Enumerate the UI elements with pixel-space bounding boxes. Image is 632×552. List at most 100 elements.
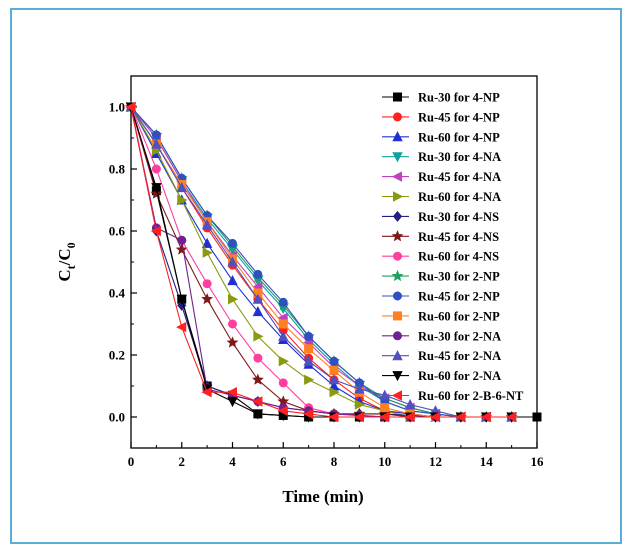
legend-marker	[392, 152, 403, 163]
legend-item: Ru-60 for 2-B-6-NT	[382, 389, 524, 403]
legend-item: Ru-60 for 4-NP	[382, 130, 500, 144]
y-tick-label: 0.4	[109, 286, 126, 301]
legend-label: Ru-60 for 2-NP	[418, 309, 500, 323]
legend-marker	[392, 92, 402, 102]
y-tick-label: 0.0	[109, 410, 125, 425]
data-point	[455, 411, 466, 423]
data-point	[354, 399, 366, 410]
data-point	[480, 411, 491, 423]
data-point	[228, 319, 238, 329]
y-label-c: C	[55, 269, 74, 281]
data-point	[304, 344, 314, 354]
legend-marker	[392, 331, 402, 341]
figure-frame	[10, 8, 622, 544]
legend-marker	[391, 230, 404, 242]
legend-marker	[392, 131, 403, 142]
legend-marker	[392, 350, 403, 361]
legend-label: Ru-30 for 4-NA	[418, 150, 501, 164]
data-point	[227, 274, 238, 286]
y-label-sub-t: t	[64, 265, 78, 269]
legend-marker	[392, 191, 404, 202]
data-point	[252, 396, 263, 407]
data-point	[252, 409, 264, 420]
x-tick-label: 16	[531, 454, 545, 469]
data-point	[252, 305, 264, 317]
data-point	[253, 353, 263, 363]
legend-marker	[391, 269, 404, 282]
x-tick-label: 14	[480, 454, 494, 469]
legend-marker	[392, 311, 402, 321]
y-axis-label: Ct/C0	[55, 242, 78, 281]
series-16	[125, 101, 517, 423]
data-point	[328, 374, 340, 385]
legend-label: Ru-60 for 2-B-6-NT	[418, 389, 524, 403]
legend-item: Ru-30 for 4-NS	[382, 210, 499, 224]
legend-item: Ru-30 for 2-NA	[382, 329, 501, 343]
data-point	[253, 331, 264, 342]
data-point	[151, 183, 162, 194]
data-point	[151, 164, 161, 174]
y-label-slash-c: /C	[55, 248, 74, 266]
series-line	[130, 106, 512, 418]
data-point	[278, 297, 288, 307]
legend-label: Ru-60 for 2-NA	[418, 369, 501, 383]
data-point	[329, 387, 340, 398]
legend-item: Ru-60 for 2-NA	[382, 369, 501, 383]
y-tick-label: 0.6	[109, 224, 126, 239]
x-tick-label: 2	[179, 454, 186, 469]
data-point	[329, 365, 339, 375]
data-point	[379, 389, 390, 400]
x-tick-label: 12	[429, 454, 442, 469]
data-point	[278, 330, 289, 341]
data-point	[303, 355, 314, 366]
data-point	[151, 138, 162, 149]
legend-label: Ru-30 for 2-NP	[418, 270, 500, 284]
data-point	[278, 378, 288, 388]
data-point	[151, 130, 161, 140]
legend-item: Ru-60 for 4-NA	[382, 190, 501, 204]
data-point	[380, 403, 390, 413]
legend-item: Ru-45 for 4-NP	[382, 110, 500, 124]
data-point	[150, 225, 161, 237]
legend-item: Ru-45 for 4-NS	[382, 230, 499, 244]
data-point	[176, 181, 187, 193]
data-point	[177, 235, 187, 245]
data-point	[226, 387, 237, 398]
data-point	[176, 294, 187, 305]
data-point	[201, 219, 213, 230]
data-point	[379, 411, 390, 423]
data-point	[354, 383, 365, 394]
data-point	[226, 336, 239, 348]
series-line	[130, 106, 512, 418]
x-axis-label: Time (min)	[282, 487, 363, 506]
data-point	[202, 247, 213, 258]
y-tick-label: 0.2	[109, 348, 125, 363]
data-point	[227, 396, 238, 408]
legend-item: Ru-45 for 4-NA	[382, 170, 501, 184]
data-point	[278, 356, 289, 367]
data-point	[251, 373, 264, 385]
data-point	[532, 412, 542, 422]
legend-item: Ru-30 for 4-NA	[382, 150, 501, 164]
data-point	[202, 279, 212, 289]
data-point	[329, 356, 339, 366]
x-tick-label: 8	[331, 454, 338, 469]
legend-marker	[392, 291, 402, 301]
legend-label: Ru-45 for 2-NA	[418, 349, 501, 363]
series-line	[130, 106, 512, 418]
legend-item: Ru-60 for 2-NP	[382, 309, 500, 323]
data-point	[253, 269, 263, 279]
data-point	[277, 405, 288, 416]
x-tick-label: 0	[128, 454, 135, 469]
legend-item: Ru-60 for 4-NS	[382, 250, 499, 264]
data-point	[177, 299, 187, 311]
y-tick-label: 0.8	[109, 162, 126, 177]
legend-item: Ru-45 for 2-NP	[382, 290, 500, 304]
y-tick-label: 1.0	[109, 100, 125, 115]
data-point	[353, 411, 364, 423]
data-point	[404, 411, 415, 423]
legend: Ru-30 for 4-NP Ru-45 for 4-NP Ru-60 for 4-…	[382, 91, 524, 403]
legend-item: Ru-45 for 2-NA	[382, 349, 501, 363]
plot-area: 0 2 4 6 8 10 12 14 16 0.0 0.2 0.4 0.6 0.8 1.0	[109, 75, 545, 469]
legend-marker	[392, 251, 402, 261]
